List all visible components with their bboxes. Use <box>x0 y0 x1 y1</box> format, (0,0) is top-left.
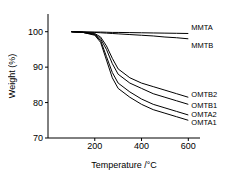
svg-text:Temperature /°C: Temperature /°C <box>91 160 157 170</box>
svg-text:90: 90 <box>33 62 43 72</box>
svg-text:MMTA: MMTA <box>191 23 213 32</box>
svg-text:70: 70 <box>33 133 43 143</box>
svg-text:OMTB2: OMTB2 <box>191 90 217 99</box>
svg-text:OMTA1: OMTA1 <box>191 118 216 127</box>
svg-text:OMTB1: OMTB1 <box>191 101 218 111</box>
svg-text:MMTB: MMTB <box>191 41 213 50</box>
svg-text:OMTA2: OMTA2 <box>191 110 217 119</box>
svg-text:100: 100 <box>28 27 43 37</box>
svg-text:600: 600 <box>181 141 196 151</box>
svg-text:400: 400 <box>134 141 149 151</box>
svg-text:200: 200 <box>87 141 102 151</box>
svg-text:80: 80 <box>33 98 43 108</box>
svg-text:Weight (%): Weight (%) <box>8 54 17 98</box>
